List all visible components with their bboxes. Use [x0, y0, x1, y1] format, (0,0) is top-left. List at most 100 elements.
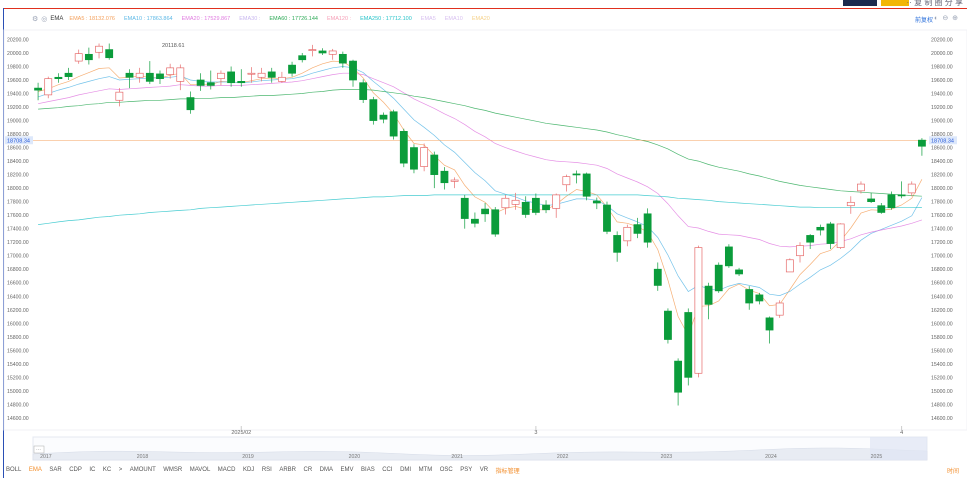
y-tick-left: 18000.00: [7, 186, 29, 192]
candle-body: [277, 76, 286, 82]
candle-body: [176, 67, 185, 82]
tab-mtm[interactable]: MTM: [418, 467, 433, 473]
candle-body: [592, 200, 601, 204]
candle-body: [613, 235, 622, 253]
time-label[interactable]: 时间: [946, 469, 959, 475]
tab->[interactable]: >: [118, 467, 123, 473]
candle-body: [369, 99, 378, 121]
zoom-icons[interactable]: ◐ ⊖ ⊕: [934, 15, 959, 22]
candle-body: [430, 154, 439, 175]
tab-mavol[interactable]: MAVOL: [189, 467, 211, 473]
y-tick-right: 17000.00: [931, 254, 953, 260]
indicator-item[interactable]: EMA60 : 17726.144: [269, 16, 318, 22]
navigator-year: 2017: [40, 454, 52, 460]
candle-body: [521, 201, 530, 215]
x-tick-label: 2025/02: [231, 430, 251, 436]
tab-osc[interactable]: OSC: [439, 467, 453, 473]
y-tick-right: 18800.00: [931, 132, 953, 138]
tab-psy[interactable]: PSY: [460, 467, 473, 473]
indicator-name[interactable]: EMA: [50, 16, 64, 22]
candle-body: [105, 49, 114, 59]
tab-rsi[interactable]: RSI: [261, 467, 272, 473]
tab-vr[interactable]: VR: [479, 467, 489, 473]
y-tick-right: 18200.00: [931, 173, 953, 179]
series-line-ema60: [38, 89, 922, 197]
candle-body: [349, 60, 357, 81]
settings-icon[interactable]: ⚙: [32, 16, 39, 23]
y-tick-right: 18000.00: [931, 186, 953, 192]
indicator-item[interactable]: EMA5: [420, 16, 436, 22]
x-tick-label: 4: [900, 430, 903, 436]
y-tick-right: 15200.00: [931, 375, 953, 381]
navigator-year: 2018: [137, 454, 149, 460]
share-label[interactable]: ·· 复 制 圈 分 享: [906, 0, 963, 7]
tab-macd[interactable]: MACD: [217, 467, 236, 473]
candle-body: [95, 45, 103, 53]
candle-body: [257, 72, 266, 78]
y-tick-left: 16800.00: [7, 267, 29, 273]
candle-body: [186, 97, 195, 111]
tab-emv[interactable]: EMV: [340, 467, 354, 473]
y-tick-left: 14600.00: [7, 416, 29, 422]
candle-body: [714, 264, 723, 292]
candle-body: [745, 289, 754, 304]
candle-body: [74, 53, 83, 62]
price-tag-label-right: 18708.34: [931, 138, 954, 144]
candle-body: [542, 204, 550, 211]
tab-cci[interactable]: CCI: [382, 467, 393, 473]
candle-body: [877, 205, 886, 213]
tab-arbr[interactable]: ARBR: [279, 467, 296, 473]
candle-body: [359, 82, 368, 100]
tab-kc[interactable]: KC: [102, 467, 112, 473]
tab-sar[interactable]: SAR: [49, 467, 62, 473]
candle-body: [846, 201, 855, 207]
eye-icon[interactable]: ◎: [41, 16, 48, 23]
y-tick-left: 17600.00: [7, 213, 29, 219]
indicator-item[interactable]: EMA10: [444, 16, 463, 22]
adjust-link[interactable]: 前复权: [914, 18, 933, 24]
indicator-item[interactable]: EMA20: [471, 16, 490, 22]
series-line-ema250: [38, 194, 922, 225]
tab-cr[interactable]: CR: [303, 467, 313, 473]
candle-body: [338, 53, 347, 64]
indicator-item[interactable]: EMA250 : 17712.100: [360, 16, 412, 22]
indicator-item[interactable]: EMA30 :: [239, 16, 261, 22]
navigator-year: 2023: [661, 454, 673, 460]
indicator-item[interactable]: EMA20 : 17529.867: [181, 16, 231, 22]
indicator-item[interactable]: EMA5 : 18132.076: [69, 16, 115, 22]
tab-ic[interactable]: IC: [89, 467, 96, 473]
y-tick-left: 14800.00: [7, 402, 29, 408]
corner-badge-dark[interactable]: [843, 0, 877, 6]
candle-body: [420, 147, 429, 167]
tab-dmi[interactable]: DMI: [400, 467, 412, 473]
y-tick-left: 18400.00: [7, 159, 29, 165]
candle-body: [145, 72, 154, 82]
candle-body: [836, 223, 845, 248]
candle-body: [399, 131, 408, 164]
tab-bias[interactable]: BIAS: [361, 467, 375, 473]
indicator-item[interactable]: EMA10 : 17863.864: [123, 16, 173, 22]
y-tick-right: 18600.00: [931, 146, 953, 152]
candle-body: [857, 183, 865, 192]
tab-ema[interactable]: EMA: [28, 467, 42, 473]
candle-body: [694, 247, 703, 374]
indicator-legend: ⚙ ◎ EMA EMA5 : 18132.076 EMA10 : 17863.86…: [32, 13, 499, 25]
y-tick-right: 14800.00: [931, 402, 953, 408]
tab-boll[interactable]: BOLL: [6, 467, 22, 473]
candle-body: [410, 147, 418, 170]
indicator-item[interactable]: EMA120 :: [326, 16, 352, 22]
tab-dma[interactable]: DMA: [319, 467, 334, 473]
candle-body: [562, 176, 571, 186]
tab-cdp[interactable]: CDP: [69, 467, 82, 473]
candle-body: [643, 213, 652, 243]
tab-wmsr[interactable]: WMSR: [163, 467, 183, 473]
corner-badge-gold[interactable]: [881, 0, 909, 6]
navigator-year: 2022: [557, 454, 569, 460]
y-tick-right: 19600.00: [931, 78, 953, 84]
candle-body: [867, 198, 876, 202]
tab-kdj[interactable]: KDJ: [242, 467, 255, 473]
tab-指标管理[interactable]: 指标管理: [495, 468, 520, 475]
tab-amount[interactable]: AMOUNT: [129, 467, 156, 473]
